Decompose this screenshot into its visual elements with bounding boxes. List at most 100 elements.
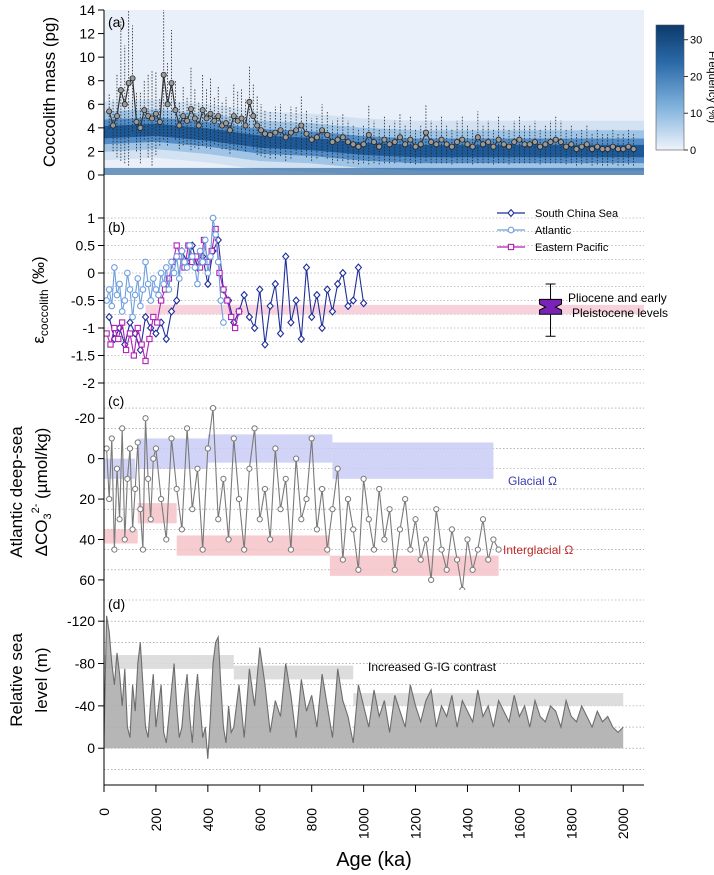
deep-sea-carbonate-point xyxy=(334,465,341,472)
y-tick-label: 12 xyxy=(79,26,95,42)
south-china-sea-point xyxy=(152,329,160,338)
coccolith-mass-point xyxy=(195,122,202,129)
coccolith-mass-point xyxy=(272,129,279,136)
atlantic-point xyxy=(149,275,157,282)
panel-b-yticks: 1 0.5 0 -0.5 -1 -1.5 -2 xyxy=(71,210,104,391)
coccolith-mass-point xyxy=(516,136,523,143)
coccolith-mass-point xyxy=(258,127,265,134)
eastern-pacific-point xyxy=(150,313,157,321)
interglacial-band xyxy=(176,535,330,556)
deep-sea-carbonate-point xyxy=(111,546,118,553)
south-china-sea-point xyxy=(256,285,264,294)
deep-sea-carbonate-point xyxy=(267,536,274,543)
deep-sea-carbonate-point xyxy=(251,425,258,432)
y-tick-label: -20 xyxy=(75,410,95,426)
x-axis-label: Age (ka) xyxy=(336,849,412,871)
panel-a-tag: (a) xyxy=(108,14,125,30)
eastern-pacific-point xyxy=(173,242,180,249)
deep-sea-carbonate-point xyxy=(116,516,123,523)
coccolith-mass-point xyxy=(402,141,409,148)
deep-sea-carbonate-point xyxy=(438,546,445,553)
coccolith-mass-point xyxy=(615,146,622,153)
colorbar: 0 10 20 30 Frequency (%) xyxy=(655,24,714,157)
deep-sea-carbonate-point xyxy=(209,405,217,412)
x-tick-label: 1400 xyxy=(459,808,475,839)
deep-sea-carbonate-point xyxy=(150,455,157,462)
coccolith-mass-point xyxy=(282,134,289,141)
atlantic-point xyxy=(207,253,214,260)
deep-sea-carbonate-line xyxy=(106,408,500,590)
x-tick-label: 1000 xyxy=(356,808,372,839)
reference-band xyxy=(145,304,644,315)
coccolith-mass-point xyxy=(160,71,167,78)
legend-marker-atlantic xyxy=(507,226,515,234)
deep-sea-carbonate-point xyxy=(298,516,305,523)
coccolith-mass-point xyxy=(298,122,305,129)
deep-sea-carbonate-point xyxy=(246,465,253,472)
south-china-sea-point xyxy=(167,307,176,316)
panel-c-yticks: -20 0 20 40 60 xyxy=(75,410,104,588)
panel-d-yticks: -120 -80 -40 0 xyxy=(67,613,104,756)
south-china-sea-point xyxy=(276,329,285,338)
boxplot-box xyxy=(539,298,563,315)
panel-c-ylabel-line1: Atlantic deep-sea xyxy=(7,426,26,558)
deep-sea-carbonate-point xyxy=(215,516,222,523)
south-china-sea-point xyxy=(333,279,342,289)
deep-sea-carbonate-point xyxy=(485,556,492,563)
south-china-sea-point xyxy=(266,301,274,311)
coccolith-mass-point xyxy=(113,113,120,120)
x-tick-label: 1200 xyxy=(408,808,424,839)
coccolith-mass-point xyxy=(531,138,538,145)
coccolith-mass-point xyxy=(246,98,253,105)
coccolith-mass-point xyxy=(490,143,497,150)
legend-label-south-china-sea: South China Sea xyxy=(535,208,619,220)
coccolith-mass-point xyxy=(345,138,352,145)
coccolith-mass-point xyxy=(537,143,544,150)
deep-sea-carbonate-point xyxy=(204,445,211,452)
coccolith-mass-point xyxy=(329,138,336,145)
atlantic-point xyxy=(147,297,155,304)
coccolith-mass-point xyxy=(121,101,128,108)
atlantic-point xyxy=(183,264,191,271)
deep-sea-carbonate-point xyxy=(474,546,481,553)
atlantic-point xyxy=(105,286,113,293)
y-tick-label: 60 xyxy=(79,572,95,588)
panel-c-ylabel-unit: (µmol/kg) xyxy=(32,428,51,504)
panel-b-series xyxy=(104,214,368,365)
south-china-sea-point xyxy=(354,263,363,272)
deep-sea-carbonate-point xyxy=(339,556,346,563)
panel-b-boxplot xyxy=(539,283,563,337)
coccolith-mass-point xyxy=(589,146,596,153)
panel-a-series xyxy=(106,10,637,166)
deep-sea-carbonate-point xyxy=(119,425,126,432)
panel-c-ylabel-line2: ΔCO32- (µmol/kg) xyxy=(30,428,54,557)
atlantic-point xyxy=(165,286,173,293)
deep-sea-carbonate-point xyxy=(272,445,279,452)
coccolith-mass-point xyxy=(313,134,320,141)
south-china-sea-point xyxy=(328,307,337,316)
glacial-band xyxy=(332,442,494,479)
eastern-pacific-point xyxy=(228,313,235,321)
atlantic-point xyxy=(104,297,110,304)
coccolith-mass-point xyxy=(324,131,331,138)
y-tick-label: -1 xyxy=(83,320,96,336)
deep-sea-carbonate-point xyxy=(412,516,419,523)
coccolith-mass-point xyxy=(620,146,627,153)
coccolith-mass-point xyxy=(454,138,461,145)
panel-c-ylabel-base: ΔCO xyxy=(32,519,51,556)
atlantic-point xyxy=(214,258,222,266)
y-tick-label: 0.5 xyxy=(76,238,96,254)
deep-sea-carbonate-point xyxy=(121,536,128,543)
deep-sea-carbonate-point xyxy=(168,435,175,442)
coccolith-mass-point xyxy=(319,127,326,134)
coccolith-mass-point xyxy=(199,107,206,114)
coccolith-mass-point xyxy=(599,146,606,153)
coccolith-mass-point xyxy=(223,120,230,127)
coccolith-mass-point xyxy=(230,113,237,120)
atlantic-point xyxy=(124,269,131,277)
g-ig-contrast-band xyxy=(104,655,234,669)
coccolith-mass-point xyxy=(396,134,403,141)
deep-sea-carbonate-point xyxy=(124,475,131,482)
y-tick-label: 4 xyxy=(87,120,95,136)
